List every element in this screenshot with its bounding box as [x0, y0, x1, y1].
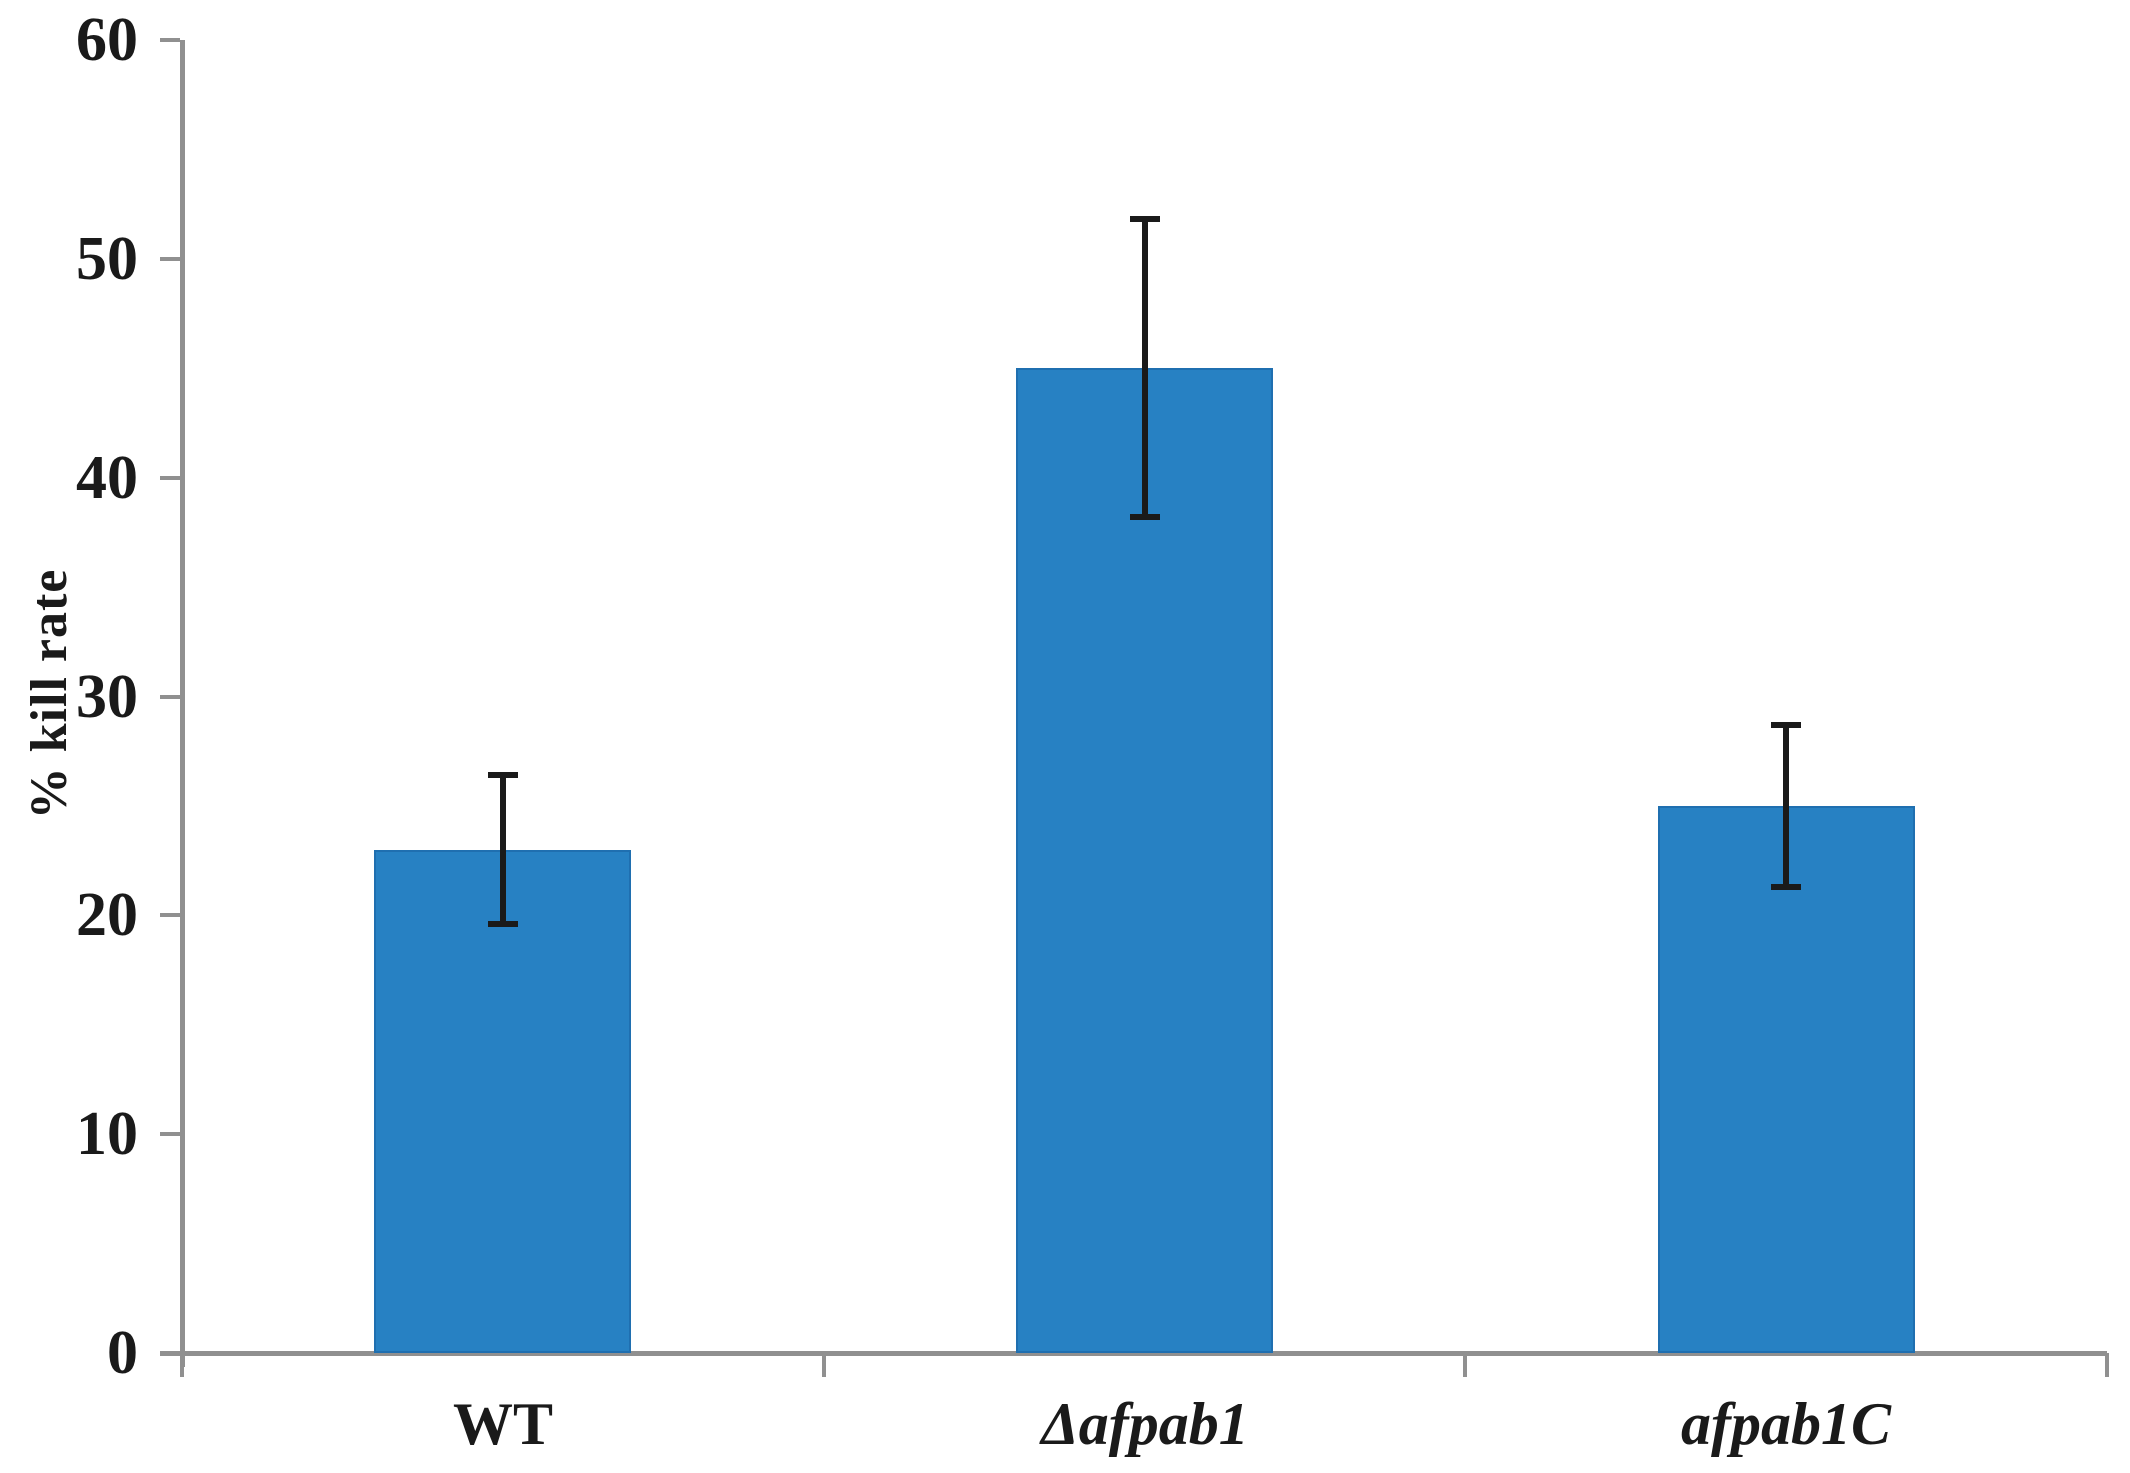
y-tick-label: 60 [76, 6, 138, 74]
x-axis-tick [2105, 1353, 2109, 1377]
error-bar-cap-top [1130, 216, 1160, 222]
y-tick-label: 30 [76, 662, 138, 731]
error-bar-line [500, 775, 506, 924]
y-axis-tick [160, 1351, 180, 1355]
error-bar-cap-bottom [1771, 884, 1801, 890]
y-tick-label: 40 [76, 443, 138, 512]
y-axis-line [180, 40, 185, 1367]
y-tick-label: 50 [76, 224, 138, 293]
error-bar-cap-bottom [1130, 514, 1160, 520]
x-axis-tick [180, 1353, 184, 1377]
bar-Δafpab1 [1016, 368, 1273, 1353]
x-axis-line [160, 1351, 2107, 1356]
error-bar-line [1783, 725, 1789, 887]
y-axis-tick [160, 475, 180, 480]
bar-WT [374, 850, 631, 1353]
x-category-label: afpab1C [1681, 1391, 1891, 1457]
error-bar-cap-top [1771, 722, 1801, 728]
y-tick-label: 10 [76, 1100, 138, 1169]
y-axis-tick [160, 38, 180, 42]
y-tick-label: 0 [107, 1319, 138, 1387]
error-bar-cap-top [488, 772, 518, 778]
x-axis-tick [1463, 1353, 1468, 1377]
y-axis-tick [160, 1132, 180, 1137]
error-bar-line [1142, 219, 1148, 517]
x-category-label: Δafpab1 [1041, 1391, 1249, 1457]
y-tick-label: 20 [76, 881, 138, 950]
x-category-label: WT [452, 1391, 554, 1457]
x-axis-tick [821, 1353, 826, 1377]
y-axis-tick [160, 694, 180, 699]
error-bar-cap-bottom [488, 921, 518, 927]
bar-afpab1C [1658, 806, 1915, 1353]
y-axis-tick [160, 913, 180, 918]
y-axis-tick [160, 256, 180, 261]
